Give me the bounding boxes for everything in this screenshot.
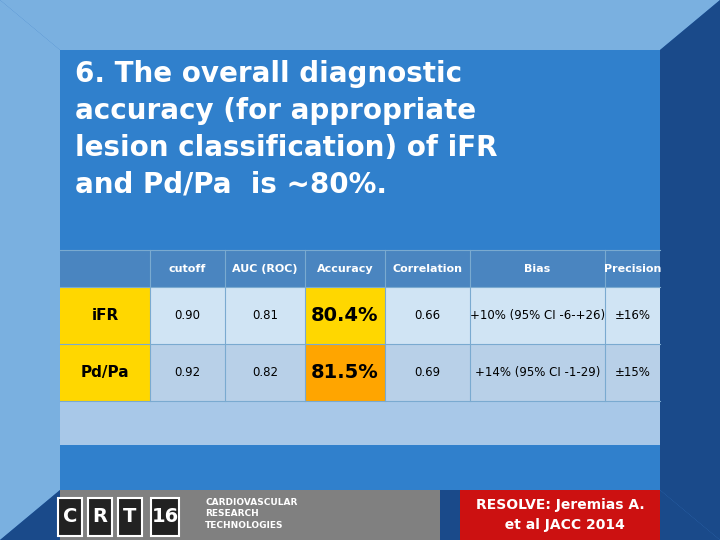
Polygon shape	[0, 0, 720, 50]
FancyBboxPatch shape	[460, 490, 660, 540]
FancyBboxPatch shape	[60, 344, 660, 401]
FancyBboxPatch shape	[60, 490, 440, 540]
Text: 0.66: 0.66	[415, 309, 441, 322]
Text: 0.81: 0.81	[252, 309, 278, 322]
Text: C: C	[63, 508, 77, 526]
Text: 0.82: 0.82	[252, 366, 278, 379]
Text: cutoff: cutoff	[168, 264, 206, 273]
FancyBboxPatch shape	[60, 250, 660, 445]
Text: 6. The overall diagnostic
accuracy (for appropriate
lesion classification) of iF: 6. The overall diagnostic accuracy (for …	[75, 60, 498, 198]
FancyBboxPatch shape	[305, 344, 385, 401]
Text: Accuracy: Accuracy	[317, 264, 373, 273]
Text: T: T	[123, 508, 137, 526]
FancyBboxPatch shape	[60, 50, 660, 490]
Text: ±16%: ±16%	[614, 309, 650, 322]
Text: R: R	[92, 508, 107, 526]
FancyBboxPatch shape	[118, 498, 142, 536]
FancyBboxPatch shape	[60, 250, 660, 287]
Text: Bias: Bias	[524, 264, 551, 273]
FancyBboxPatch shape	[60, 287, 660, 344]
Text: 16: 16	[151, 508, 179, 526]
Text: Pd/Pa: Pd/Pa	[81, 365, 130, 380]
FancyBboxPatch shape	[60, 344, 150, 401]
Text: 0.69: 0.69	[415, 366, 441, 379]
Polygon shape	[0, 490, 720, 540]
Text: 0.92: 0.92	[174, 366, 201, 379]
Text: iFR: iFR	[91, 308, 119, 323]
FancyBboxPatch shape	[58, 498, 82, 536]
FancyBboxPatch shape	[88, 498, 112, 536]
Text: AUC (ROC): AUC (ROC)	[233, 264, 298, 273]
Text: RESOLVE: Jeremias A.
  et al JACC 2014: RESOLVE: Jeremias A. et al JACC 2014	[476, 498, 644, 532]
FancyBboxPatch shape	[151, 498, 179, 536]
Text: 0.90: 0.90	[174, 309, 200, 322]
Text: 80.4%: 80.4%	[311, 306, 379, 325]
Text: Precision: Precision	[604, 264, 661, 273]
Polygon shape	[660, 0, 720, 540]
Text: CARDIOVASCULAR
RESEARCH
TECHNOLOGIES: CARDIOVASCULAR RESEARCH TECHNOLOGIES	[205, 498, 297, 530]
Polygon shape	[0, 0, 60, 540]
Text: ±15%: ±15%	[615, 366, 650, 379]
FancyBboxPatch shape	[60, 287, 150, 344]
Text: +14% (95% CI -1-29): +14% (95% CI -1-29)	[474, 366, 600, 379]
Text: 81.5%: 81.5%	[311, 363, 379, 382]
Text: +10% (95% CI -6-+26): +10% (95% CI -6-+26)	[470, 309, 605, 322]
FancyBboxPatch shape	[305, 287, 385, 344]
Text: Correlation: Correlation	[392, 264, 462, 273]
